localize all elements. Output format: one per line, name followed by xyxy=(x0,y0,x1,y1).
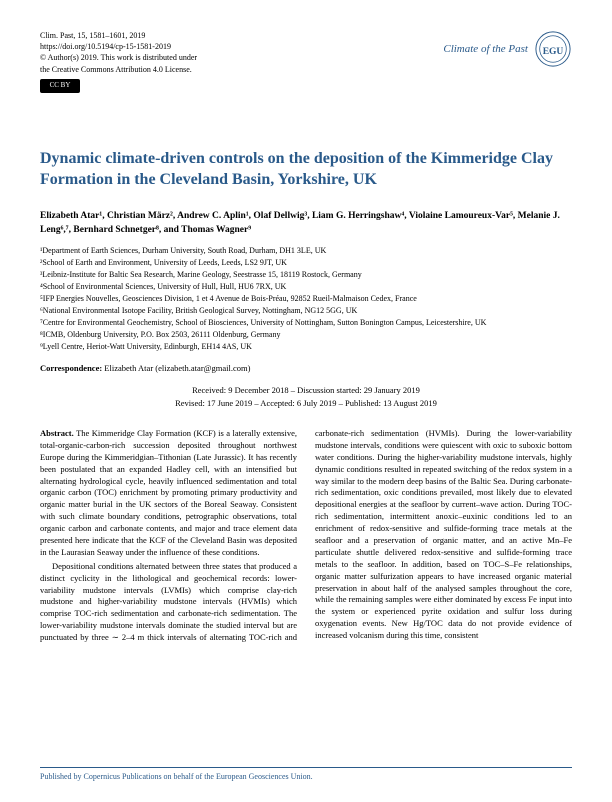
doi: https://doi.org/10.5194/cp-15-1581-2019 xyxy=(40,41,197,52)
abstract-label: Abstract. xyxy=(40,428,74,438)
egu-logo-icon: EGU xyxy=(534,30,572,68)
article-title: Dynamic climate-driven controls on the d… xyxy=(40,148,572,191)
affiliation-7: ⁷Centre for Environmental Geochemistry, … xyxy=(40,317,572,329)
affiliation-6: ⁶National Environmental Isotope Facility… xyxy=(40,305,572,317)
correspondence-text: Elizabeth Atar (elizabeth.atar@gmail.com… xyxy=(104,363,250,373)
abstract-text: The Kimmeridge Clay Formation (KCF) is a… xyxy=(40,428,297,557)
copyright: © Author(s) 2019. This work is distribut… xyxy=(40,52,197,63)
affiliation-5: ⁵IFP Energies Nouvelles, Geosciences Div… xyxy=(40,293,572,305)
affiliation-8: ⁸ICMB, Oldenburg University, P.O. Box 25… xyxy=(40,329,572,341)
dates: Received: 9 December 2018 – Discussion s… xyxy=(40,384,572,410)
affiliations: ¹Department of Earth Sciences, Durham Un… xyxy=(40,245,572,353)
correspondence: Correspondence: Elizabeth Atar (elizabet… xyxy=(40,363,572,374)
affiliation-1: ¹Department of Earth Sciences, Durham Un… xyxy=(40,245,572,257)
license: the Creative Commons Attribution 4.0 Lic… xyxy=(40,64,197,75)
citation: Clim. Past, 15, 1581–1601, 2019 xyxy=(40,30,197,41)
affiliation-2: ²School of Earth and Environment, Univer… xyxy=(40,257,572,269)
header-right: Climate of the Past EGU xyxy=(443,30,572,68)
affiliation-4: ⁴School of Environmental Sciences, Unive… xyxy=(40,281,572,293)
affiliation-3: ³Leibniz-Institute for Baltic Sea Resear… xyxy=(40,269,572,281)
svg-text:EGU: EGU xyxy=(543,47,564,57)
affiliation-9: ⁹Lyell Centre, Heriot-Watt University, E… xyxy=(40,341,572,353)
authors: Elizabeth Atar¹, Christian März², Andrew… xyxy=(40,209,572,238)
header-left: Clim. Past, 15, 1581–1601, 2019 https://… xyxy=(40,30,197,93)
footer: Published by Copernicus Publications on … xyxy=(40,767,572,782)
abstract-paragraph: Abstract. The Kimmeridge Clay Formation … xyxy=(40,428,297,559)
header: Clim. Past, 15, 1581–1601, 2019 https://… xyxy=(40,30,572,93)
cc-badge-icon: CC BY xyxy=(40,79,80,93)
journal-name: Climate of the Past xyxy=(443,42,528,56)
content: Abstract. The Kimmeridge Clay Formation … xyxy=(40,428,572,644)
dates-line1: Received: 9 December 2018 – Discussion s… xyxy=(40,384,572,397)
dates-line2: Revised: 17 June 2019 – Accepted: 6 July… xyxy=(40,397,572,410)
correspondence-label: Correspondence: xyxy=(40,363,102,373)
